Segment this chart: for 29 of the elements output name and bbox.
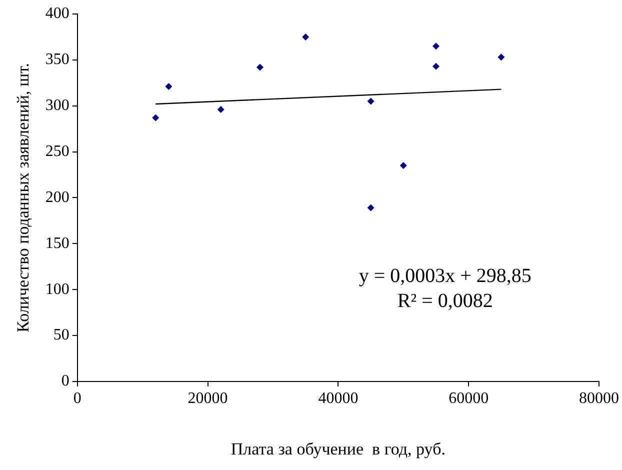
x-tick-label: 60000 — [448, 390, 489, 408]
point — [432, 42, 440, 50]
x-tick-label: 20000 — [188, 390, 228, 408]
y-tick-label: 350 — [45, 51, 70, 68]
point — [152, 114, 160, 122]
x-tick-label: 40000 — [318, 390, 358, 408]
y-tick-label: 400 — [45, 5, 70, 22]
y-tick-label: 300 — [45, 97, 70, 114]
point — [400, 162, 407, 170]
annotation: y = 0,0003x + 298,85 — [358, 264, 532, 287]
point — [256, 64, 264, 71]
x-axis-title: Плата за обучение в год, руб. — [230, 439, 446, 458]
y-tick-label: 150 — [45, 234, 70, 252]
point — [302, 33, 310, 40]
y-tick-label: 0 — [61, 372, 70, 390]
x-tick-label: 0 — [73, 390, 82, 408]
point — [432, 62, 440, 70]
annotation: R² = 0,0082 — [397, 290, 493, 312]
point — [217, 106, 224, 114]
y-tick-label: 50 — [53, 326, 70, 344]
point — [367, 204, 374, 212]
y-tick-label: 100 — [45, 280, 70, 298]
y-tick-label: 200 — [45, 188, 70, 206]
x-tick-label: 80000 — [579, 390, 619, 408]
y-axis-title: Количество поданных заявлений, шт. — [14, 63, 33, 332]
point — [498, 54, 505, 61]
y-tick-label: 250 — [45, 142, 70, 160]
point — [367, 98, 374, 105]
point — [165, 83, 172, 90]
